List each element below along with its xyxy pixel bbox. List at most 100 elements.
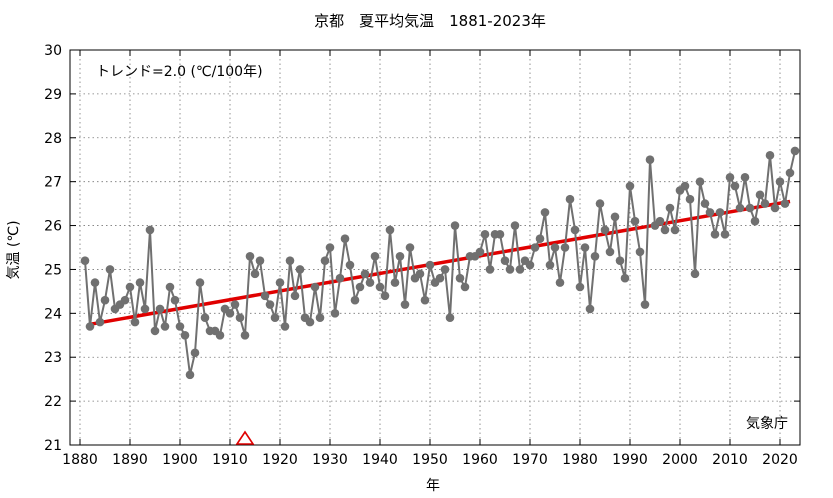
- data-point: [140, 304, 150, 314]
- data-point: [725, 172, 735, 182]
- x-tick-label: 1900: [162, 452, 198, 468]
- data-point: [475, 247, 485, 257]
- data-points: [80, 146, 800, 380]
- data-point: [665, 203, 675, 213]
- data-point: [510, 221, 520, 230]
- data-point: [790, 146, 800, 156]
- data-point: [340, 234, 350, 244]
- data-point: [715, 208, 725, 217]
- x-tick-label: 2020: [762, 452, 798, 468]
- data-point: [395, 251, 405, 261]
- data-point: [525, 260, 535, 270]
- data-point: [345, 260, 355, 270]
- data-point: [270, 313, 280, 323]
- data-point: [555, 278, 565, 287]
- data-point: [260, 291, 270, 301]
- x-tick-label: 1960: [462, 452, 498, 468]
- data-point: [495, 230, 505, 239]
- data-point: [585, 304, 595, 314]
- data-point: [185, 370, 195, 380]
- data-point: [735, 203, 745, 213]
- data-point: [515, 265, 525, 274]
- data-point: [545, 260, 555, 270]
- data-point: [255, 256, 265, 265]
- data-point: [175, 322, 185, 331]
- data-point: [245, 251, 255, 261]
- data-point: [705, 208, 715, 217]
- data-point: [680, 181, 690, 191]
- data-point: [230, 300, 240, 309]
- data-point: [505, 265, 515, 274]
- trend-path: [89, 199, 791, 327]
- data-point: [180, 330, 190, 340]
- data-point: [605, 247, 615, 257]
- data-point: [305, 317, 315, 327]
- data-point: [445, 313, 455, 323]
- data-point: [645, 155, 655, 165]
- y-tick-label: 26: [44, 219, 62, 235]
- data-point: [530, 243, 540, 252]
- data-point: [535, 234, 545, 244]
- y-tick-label: 23: [44, 350, 62, 366]
- data-point: [440, 265, 450, 274]
- data-point: [365, 278, 375, 287]
- data-point: [610, 212, 620, 222]
- y-tick-label: 24: [44, 306, 62, 322]
- data-point: [400, 300, 410, 309]
- data-point: [700, 199, 710, 208]
- data-point: [290, 291, 300, 301]
- data-point: [160, 322, 170, 331]
- data-point: [370, 251, 380, 261]
- x-tick-label: 1990: [612, 452, 648, 468]
- data-point: [630, 216, 640, 226]
- data-point: [335, 273, 345, 283]
- data-point: [600, 225, 610, 235]
- trend-line: [89, 199, 791, 327]
- data-point: [560, 243, 570, 252]
- data-point: [320, 256, 330, 265]
- y-tick-label: 25: [44, 262, 62, 278]
- data-point: [425, 260, 435, 270]
- data-point: [90, 278, 100, 287]
- data-point: [330, 309, 340, 318]
- data-point: [540, 208, 550, 217]
- data-point: [145, 225, 155, 235]
- data-point: [405, 243, 415, 252]
- data-point: [250, 269, 260, 279]
- data-point: [695, 177, 705, 186]
- data-point: [265, 300, 275, 309]
- data-point: [720, 230, 730, 239]
- credit-label: 気象庁: [746, 416, 788, 432]
- plot-frame: [69, 49, 801, 446]
- x-tick-label: 1940: [362, 452, 398, 468]
- data-point: [350, 295, 360, 305]
- data-point: [100, 295, 110, 305]
- y-tick-label: 30: [44, 43, 62, 59]
- chart-title: 京都 夏平均気温 1881-2023年: [314, 12, 546, 30]
- data-point: [590, 251, 600, 261]
- x-tick-label: 1980: [562, 452, 598, 468]
- data-point: [660, 225, 670, 235]
- relocation-marker: [235, 430, 255, 445]
- data-point: [195, 278, 205, 287]
- data-point: [635, 247, 645, 257]
- data-point: [165, 282, 175, 292]
- data-point: [85, 322, 95, 331]
- data-point: [150, 326, 160, 336]
- data-point: [565, 194, 575, 204]
- data-point: [780, 199, 790, 208]
- data-point: [130, 317, 140, 327]
- data-point: [730, 181, 740, 191]
- data-point: [420, 295, 430, 305]
- data-point: [285, 256, 295, 265]
- x-tick-label: 1890: [112, 452, 148, 468]
- data-point: [755, 190, 765, 200]
- data-point: [450, 221, 460, 230]
- data-point: [325, 243, 335, 252]
- data-point: [500, 256, 510, 265]
- y-tick-label: 21: [44, 438, 62, 454]
- y-tick-label: 22: [44, 394, 62, 410]
- data-point: [455, 273, 465, 283]
- data-point: [240, 330, 250, 340]
